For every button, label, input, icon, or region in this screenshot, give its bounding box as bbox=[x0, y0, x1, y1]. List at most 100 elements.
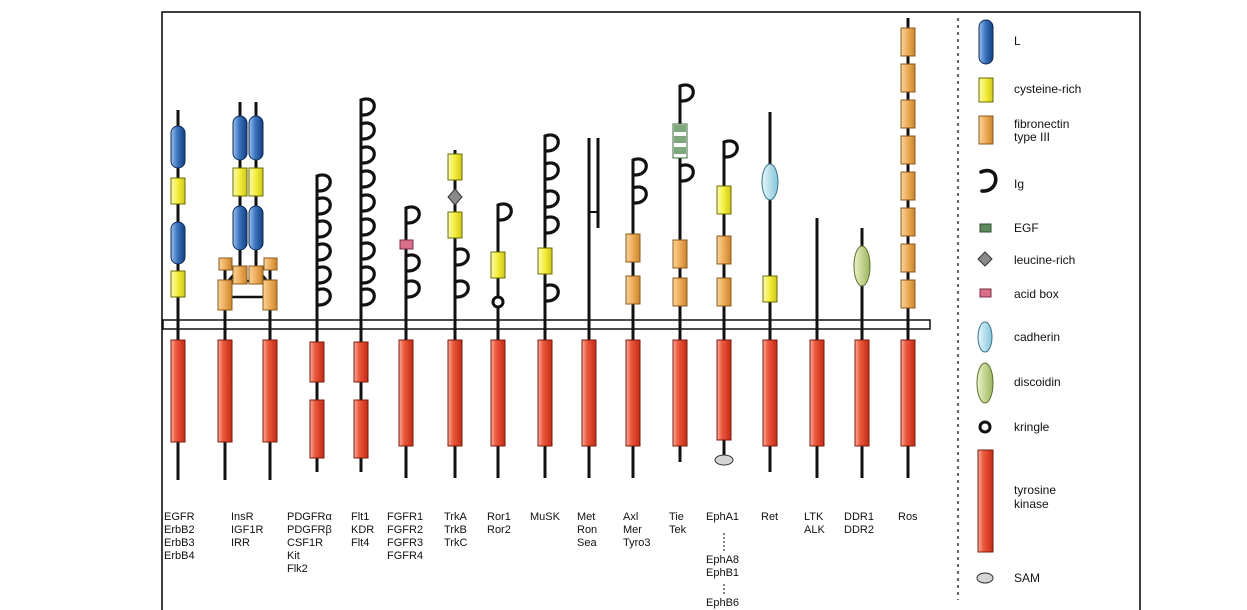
legend-item-acid-box: acid box bbox=[979, 287, 1059, 301]
label: Ros bbox=[898, 511, 918, 523]
label: DDR1 bbox=[844, 511, 874, 523]
legend-item-ig: Ig bbox=[979, 168, 1024, 193]
label: ErbB4 bbox=[164, 550, 195, 562]
legend-label: cadherin bbox=[1014, 330, 1060, 344]
label: PDGFRα bbox=[287, 511, 333, 523]
label: Ret bbox=[761, 511, 778, 523]
receptor-vegfr bbox=[353, 97, 376, 472]
receptor-pdgfr bbox=[309, 173, 332, 472]
legend-label: kinase bbox=[1014, 497, 1049, 511]
label: Flt1 bbox=[351, 511, 369, 523]
figure-frame bbox=[161, 11, 1141, 610]
label: ErbB2 bbox=[164, 524, 195, 536]
label: Tie bbox=[669, 511, 684, 523]
legend-item-cysteine-rich: cysteine-rich bbox=[978, 77, 1081, 103]
kringle-icon bbox=[978, 420, 992, 434]
label: EphA8 bbox=[706, 554, 739, 566]
legend-label: kringle bbox=[1014, 420, 1050, 434]
labels-tie: Tie Tek bbox=[669, 511, 687, 536]
cysteine-rich-icon bbox=[978, 77, 994, 103]
receptor-musk bbox=[537, 133, 560, 478]
legend-label: type III bbox=[1014, 130, 1050, 144]
receptor-ros bbox=[900, 18, 916, 478]
receptor-trk bbox=[447, 150, 470, 478]
label: Flk2 bbox=[287, 563, 308, 575]
label: IRR bbox=[231, 537, 250, 549]
sam-icon bbox=[976, 572, 994, 584]
label: FGFR3 bbox=[387, 537, 423, 549]
label: IGF1R bbox=[231, 524, 263, 536]
label: TrkC bbox=[444, 537, 467, 549]
legend-item-egf: EGF bbox=[979, 221, 1039, 235]
legend-label: acid box bbox=[1014, 287, 1059, 301]
labels-pdgfr: PDGFRα PDGFRβ CSF1R Kit Flk2 bbox=[287, 511, 333, 575]
legend-label: EGF bbox=[1014, 221, 1039, 235]
labels-insr: InsR IGF1R IRR bbox=[231, 511, 263, 549]
legend-label: tyrosine bbox=[1014, 483, 1056, 497]
legend-item-fibronectin: fibronectin type III bbox=[978, 115, 1069, 145]
labels-ddr: DDR1 DDR2 bbox=[844, 511, 874, 536]
label: InsR bbox=[231, 511, 254, 523]
label: Met bbox=[577, 511, 595, 523]
receptor-structures bbox=[170, 18, 916, 480]
receptor-ltk bbox=[809, 218, 825, 478]
label: Tek bbox=[669, 524, 687, 536]
receptor-ret bbox=[761, 112, 779, 472]
label: EphA1 bbox=[706, 511, 739, 523]
label: DDR2 bbox=[844, 524, 874, 536]
label: KDR bbox=[351, 524, 374, 536]
legend-label: discoidin bbox=[1014, 375, 1061, 389]
receptor-ddr bbox=[853, 228, 871, 478]
label: FGFR2 bbox=[387, 524, 423, 536]
receptor-tie bbox=[672, 83, 695, 462]
label: Ron bbox=[577, 524, 597, 536]
receptor-eph bbox=[714, 139, 739, 466]
cadherin-icon bbox=[977, 321, 993, 353]
receptor-egfr bbox=[170, 110, 186, 480]
legend-item-tyrosine-kinase: tyrosine kinase bbox=[977, 449, 1056, 553]
legend-item-sam: SAM bbox=[976, 571, 1040, 585]
labels-ror: Ror1 Ror2 bbox=[487, 511, 511, 536]
legend-item-discoidin: discoidin bbox=[976, 362, 1061, 404]
l-domain-icon bbox=[978, 19, 994, 65]
labels-egfr: EGFR ErbB2 ErbB3 ErbB4 bbox=[164, 511, 195, 562]
fibronectin-icon bbox=[978, 115, 994, 145]
labels-trk: TrkA TrkB TrkC bbox=[444, 511, 467, 549]
legend-label: cysteine-rich bbox=[1014, 82, 1081, 96]
acid-box-icon bbox=[979, 288, 992, 298]
receptor-fgfr bbox=[398, 205, 421, 478]
receptor-ror bbox=[490, 202, 513, 478]
label: EphB6 bbox=[706, 597, 739, 609]
labels-ros: Ros bbox=[898, 511, 918, 523]
label: LTK bbox=[804, 511, 824, 523]
legend-label: fibronectin bbox=[1014, 117, 1069, 131]
label: FGFR1 bbox=[387, 511, 423, 523]
tyrosine-kinase-icon bbox=[977, 449, 994, 553]
labels-fgfr: FGFR1 FGFR2 FGFR3 FGFR4 bbox=[387, 511, 423, 562]
labels-ltk: LTK ALK bbox=[804, 511, 825, 536]
legend-label: leucine-rich bbox=[1014, 253, 1075, 267]
label: Tyro3 bbox=[623, 537, 651, 549]
labels-ret: Ret bbox=[761, 511, 778, 523]
receptor-insr bbox=[217, 102, 278, 480]
legend-label: L bbox=[1014, 34, 1021, 48]
legend-item-kringle: kringle bbox=[978, 420, 1050, 434]
labels-met: Met Ron Sea bbox=[577, 511, 597, 549]
receptor-labels: EGFR ErbB2 ErbB3 ErbB4 InsR IGF1R IRR PD… bbox=[164, 511, 918, 609]
leucine-rich-icon bbox=[977, 251, 993, 267]
label: ErbB3 bbox=[164, 537, 195, 549]
label: Axl bbox=[623, 511, 638, 523]
label: Ror2 bbox=[487, 524, 511, 536]
label: EphB1 bbox=[706, 567, 739, 579]
label: Kit bbox=[287, 550, 300, 562]
label: PDGFRβ bbox=[287, 524, 332, 536]
labels-axl: Axl Mer Tyro3 bbox=[623, 511, 651, 549]
label: MuSK bbox=[530, 511, 561, 523]
label: ALK bbox=[804, 524, 825, 536]
legend-item-leucine-rich: leucine-rich bbox=[977, 251, 1075, 267]
label: TrkA bbox=[444, 511, 467, 523]
egf-icon bbox=[979, 223, 992, 233]
label: Flt4 bbox=[351, 537, 369, 549]
receptor-met bbox=[581, 138, 600, 478]
